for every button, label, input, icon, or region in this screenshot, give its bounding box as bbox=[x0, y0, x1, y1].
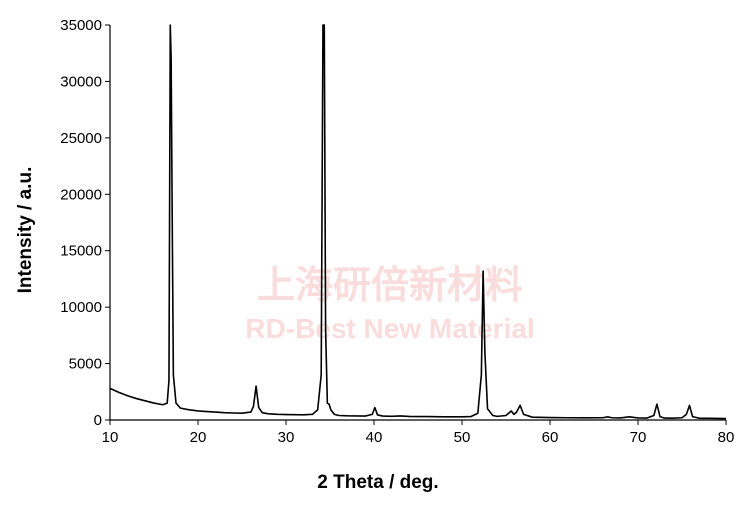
x-axis-label: 2 Theta / deg. bbox=[317, 472, 438, 493]
x-tick-label: 20 bbox=[190, 429, 207, 446]
xrd-line bbox=[109, 24, 727, 420]
watermark-cn: 上海研倍新材料 bbox=[257, 265, 523, 307]
y-tick-label: 20000 bbox=[60, 186, 102, 203]
watermark-en: RD-Best New Material bbox=[245, 313, 534, 344]
y-tick-label: 0 bbox=[94, 412, 102, 429]
x-tick-label: 10 bbox=[102, 429, 119, 446]
y-tick-label: 25000 bbox=[60, 130, 102, 147]
x-tick-label: 60 bbox=[542, 429, 559, 446]
x-tick-label: 30 bbox=[278, 429, 295, 446]
y-tick-label: 15000 bbox=[60, 243, 102, 260]
y-tick-label: 10000 bbox=[60, 299, 102, 316]
y-axis-label: Intensity / a.u. bbox=[15, 167, 36, 294]
y-tick-label: 30000 bbox=[60, 73, 102, 90]
x-tick-label: 80 bbox=[718, 429, 735, 446]
x-tick-label: 70 bbox=[630, 429, 647, 446]
x-tick-label: 40 bbox=[366, 429, 383, 446]
y-tick-label: 35000 bbox=[60, 17, 102, 34]
y-tick-label: 5000 bbox=[69, 356, 102, 373]
x-tick-label: 50 bbox=[454, 429, 471, 446]
